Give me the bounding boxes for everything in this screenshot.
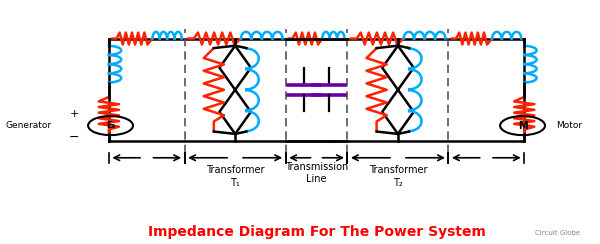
Text: Transformer: Transformer xyxy=(206,165,265,175)
Text: −: − xyxy=(69,131,79,144)
Text: Generator: Generator xyxy=(5,121,52,130)
Text: M: M xyxy=(518,121,527,131)
Text: +: + xyxy=(70,109,79,119)
Text: Transmission: Transmission xyxy=(285,162,348,172)
Text: E₉: E₉ xyxy=(106,121,115,130)
Text: Circuit Globe: Circuit Globe xyxy=(535,230,580,236)
Text: Transformer: Transformer xyxy=(368,165,427,175)
Text: Impedance Diagram For The Power System: Impedance Diagram For The Power System xyxy=(148,225,485,239)
Text: Line: Line xyxy=(307,174,327,184)
Text: T₂: T₂ xyxy=(393,178,403,188)
Text: T₁: T₁ xyxy=(230,178,240,188)
Text: Motor: Motor xyxy=(556,121,583,130)
